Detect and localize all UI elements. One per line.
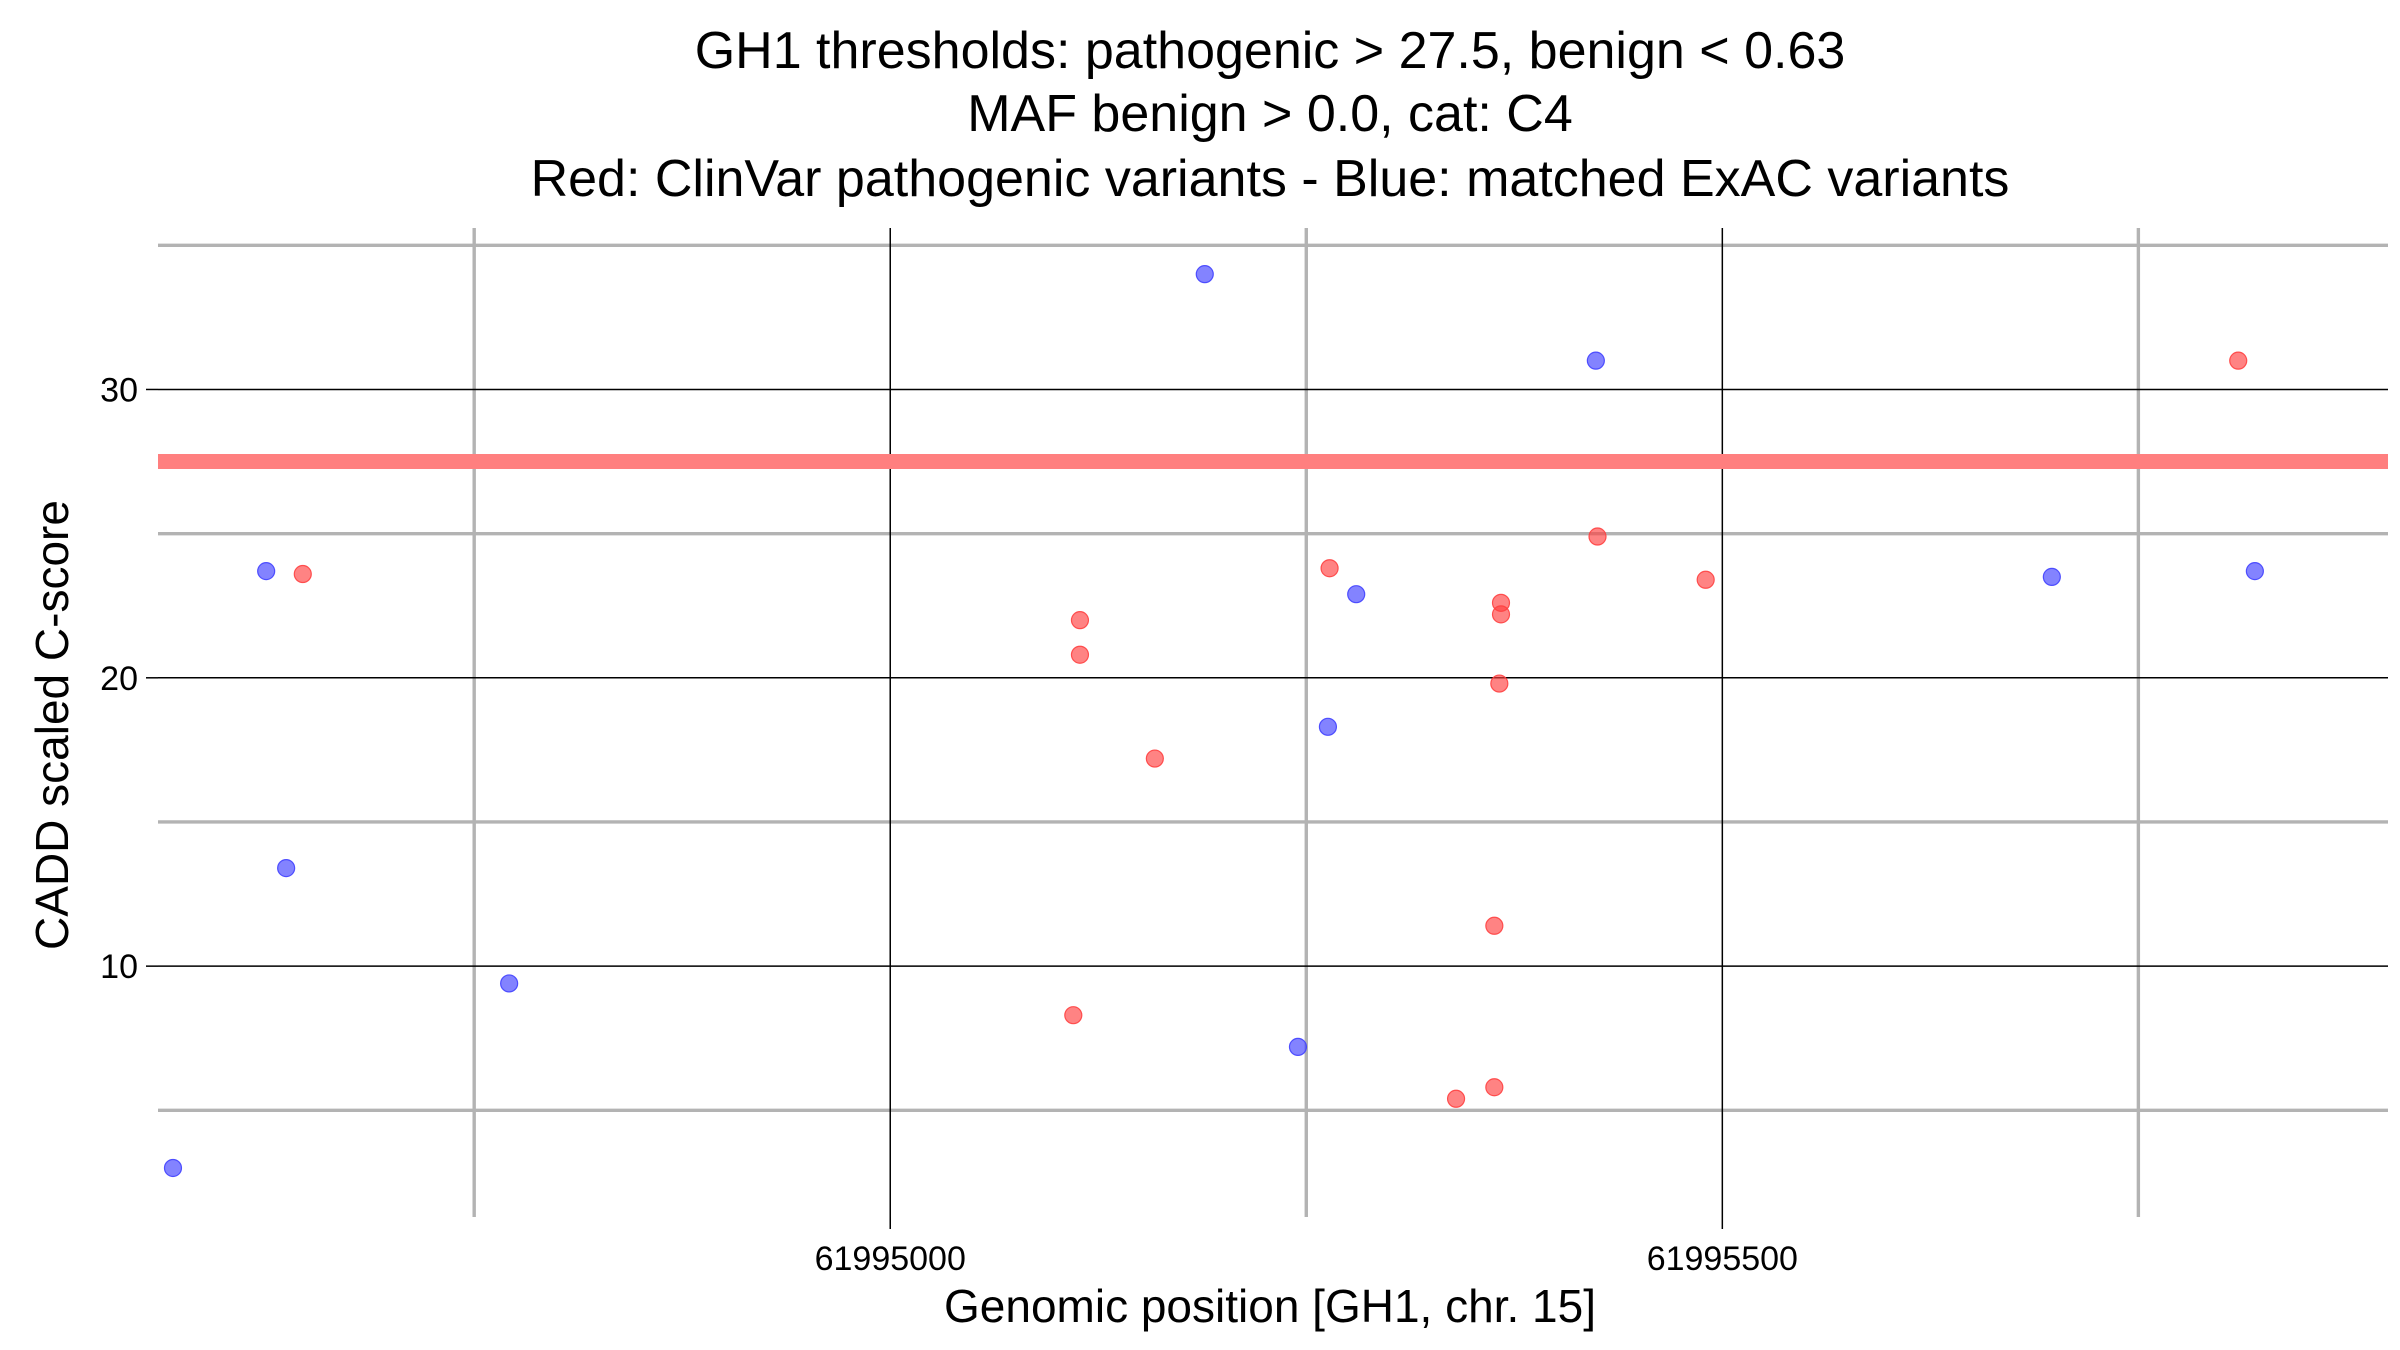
title-line-2: MAF benign > 0.0, cat: C4 [967, 85, 1573, 143]
y-tick-label: 20 [100, 660, 138, 698]
pathogenic-variant-point [1446, 1089, 1466, 1108]
pathogenic-variant-point [1320, 559, 1339, 578]
x-tick-label: 61995500 [1647, 1240, 1798, 1278]
axis-ticks: 10 20 30 61995000 61995500 [100, 371, 1798, 1278]
matched-variant-point [257, 562, 276, 581]
matched-variant-point [1318, 717, 1338, 736]
matched-variant-point [1288, 1037, 1308, 1056]
x-tick-label: 61995000 [815, 1240, 966, 1278]
y-tick-label: 10 [100, 948, 138, 986]
pathogenic-variant-point [1070, 611, 1090, 630]
pathogenic-variant-point [1696, 570, 1715, 589]
matched-variant-point [163, 1158, 183, 1178]
pathogenic-variant-point [1491, 605, 1511, 624]
data-points [163, 265, 2264, 1178]
grid-lines [158, 228, 2388, 1217]
pathogenic-variant-point [293, 564, 312, 584]
y-tick-label: 30 [100, 371, 138, 409]
matched-variant-point [1586, 351, 1605, 370]
pathogenic-variant-point [2229, 351, 2248, 370]
matched-variant-point [2042, 567, 2061, 586]
matched-variant-point [277, 859, 296, 878]
pathogenic-variant-point [1588, 527, 1607, 546]
pathogenic-variant-point [1070, 645, 1090, 664]
matched-variant-point [500, 974, 519, 993]
matched-variant-point [1347, 585, 1366, 604]
matched-variant-point [1195, 265, 1214, 284]
pathogenic-variant-point [1485, 916, 1504, 935]
x-axis-label: Genomic position [GH1, chr. 15] [944, 1280, 1596, 1332]
pathogenic-variant-point [1490, 674, 1509, 693]
title-line-1: GH1 thresholds: pathogenic > 27.5, benig… [695, 22, 1846, 80]
pathogenic-variant-point [1064, 1006, 1083, 1025]
y-axis-label: CADD scaled C-score [26, 500, 78, 950]
chart-title: GH1 thresholds: pathogenic > 27.5, benig… [531, 22, 2010, 208]
pathogenic-variant-point [1145, 749, 1164, 768]
pathogenic-variant-point [1485, 1078, 1504, 1097]
title-line-3: Red: ClinVar pathogenic variants - Blue:… [531, 150, 2010, 208]
matched-variant-point [2245, 562, 2264, 581]
